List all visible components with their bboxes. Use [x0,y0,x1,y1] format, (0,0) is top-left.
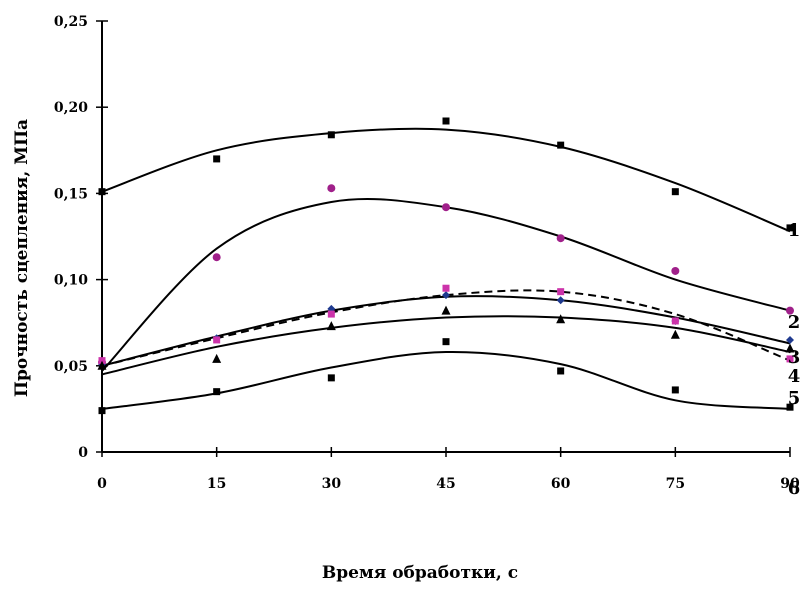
series-4-label: 4 [788,366,801,387]
y-tick-label: 0,25 [54,14,88,30]
y-tick-label: 0,05 [54,359,88,375]
chart-series-labels: 1 2 345 6 [788,220,801,499]
series-4-point [671,317,679,325]
series-1-line [101,127,791,233]
series-1-point [98,188,106,196]
series-1-label: 1 [788,220,801,241]
series-2-point [786,306,794,315]
series-6-point [98,407,106,415]
series-1-point [786,224,794,232]
y-tick-label: 0,20 [54,100,88,116]
y-axis-title: Прочность сцепления, МПа [12,119,32,397]
series-2-point [442,203,450,212]
series-5-label: 5 [788,388,801,409]
series-5-point [212,353,222,363]
series-2-label: 2 [788,312,801,333]
series-5-point [441,305,451,315]
series-5-point [785,343,795,353]
x-axis-title: Время обработки, с [322,563,518,583]
series-4-point [442,284,450,292]
x-tick-label: 45 [436,476,455,492]
series-6-line [101,350,791,410]
series-3-point [786,335,794,344]
series-4-point [98,357,106,365]
series-4-point [786,355,794,363]
series-6-point [671,386,679,394]
series-4-point [213,336,221,344]
series-4-point [557,288,565,296]
series-6-point [786,403,794,411]
series-2-point [671,266,680,275]
series-1-point [213,155,221,163]
series-3-label: 3 [788,347,801,368]
series-1-point [671,188,679,196]
x-tick-label: 60 [551,476,571,492]
series-6-label: 6 [788,478,801,499]
chart-series-lines [101,127,791,410]
series-3-point [556,296,565,305]
series-5-point [556,314,566,324]
series-4-line [101,289,791,367]
series-6-point [557,367,565,375]
x-tick-label: 75 [666,476,685,492]
y-tick-label: 0 [78,445,88,461]
series-3-point [442,291,450,300]
series-2-point [212,253,221,262]
y-tick-label: 0,10 [54,273,88,289]
series-5-point [326,321,336,331]
series-1-point [442,117,450,125]
series-5-line [101,315,791,376]
x-tick-label: 30 [322,476,342,492]
series-2-point [556,234,565,243]
series-2-point [327,184,336,193]
series-6-point [442,338,450,346]
series-4-point [327,310,335,318]
series-6-point [213,388,221,396]
x-tick-label: 0 [97,476,107,492]
chart-series-markers [97,117,795,415]
chart-axes [101,21,790,453]
series-5-point [670,329,680,339]
series-5-point [97,360,107,370]
x-tick-label: 90 [780,476,800,492]
y-tick-label: 0,15 [54,186,88,202]
series-6-point [327,374,335,382]
series-1-point [557,141,565,149]
x-tick-label: 15 [207,476,226,492]
series-1-point [327,131,335,139]
